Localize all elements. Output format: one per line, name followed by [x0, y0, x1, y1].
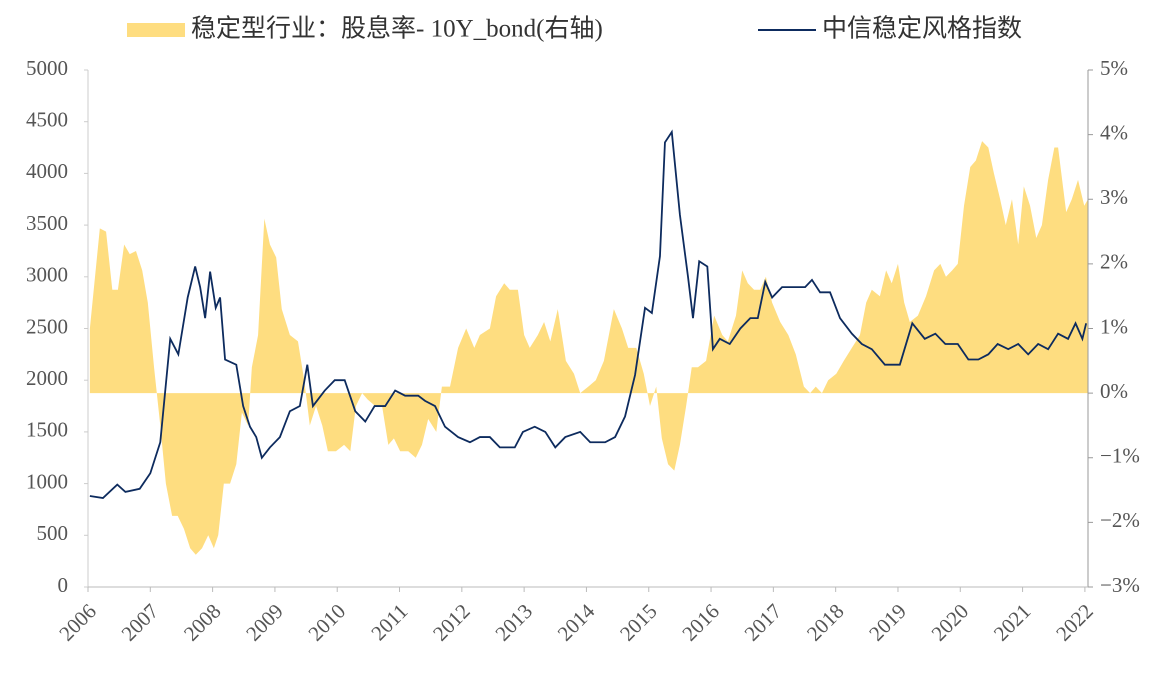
y-tick-label: 3000	[26, 263, 68, 287]
y-tick-label: 5000	[26, 56, 68, 80]
x-tick-label: 2022	[1051, 599, 1098, 646]
y2-tick-label: 2%	[1100, 250, 1128, 274]
y-tick-label: 1500	[26, 418, 68, 442]
x-tick-label: 2015	[615, 599, 662, 646]
x-tick-label: 2016	[677, 599, 724, 646]
y-tick-label: 1000	[26, 469, 68, 493]
legend-swatch	[127, 23, 185, 37]
y-tick-label: 4500	[26, 108, 68, 132]
y-tick-label: 4000	[26, 159, 68, 183]
y2-tick-label: 4%	[1100, 120, 1128, 144]
x-tick-label: 2011	[366, 599, 412, 645]
x-tick-label: 2017	[740, 599, 787, 646]
y2-tick-label: 0%	[1100, 379, 1128, 403]
x-tick-label: 2012	[428, 599, 475, 646]
x-tick-label: 2009	[241, 599, 288, 646]
y2-tick-label: 1%	[1100, 314, 1128, 338]
y2-tick-label: −2%	[1100, 508, 1140, 532]
x-tick-label: 2021	[989, 599, 1036, 646]
y2-tick-label: −1%	[1100, 444, 1140, 468]
x-tick-label: 2010	[303, 599, 350, 646]
x-tick-label: 2006	[54, 599, 101, 646]
x-tick-label: 2018	[802, 599, 849, 646]
x-tick-label: 2013	[490, 599, 537, 646]
x-tick-label: 2019	[864, 599, 911, 646]
y2-tick-label: 3%	[1100, 185, 1128, 209]
area	[89, 141, 1089, 555]
y-tick-label: 2000	[26, 366, 68, 390]
x-tick-label: 2014	[553, 599, 600, 646]
y2-tick-label: −3%	[1100, 573, 1140, 597]
y2-tick-label: 5%	[1100, 56, 1128, 80]
y-tick-label: 3500	[26, 211, 68, 235]
line	[89, 129, 1088, 500]
x-tick-label: 2020	[927, 599, 974, 646]
y-tick-label: 0	[58, 573, 69, 597]
legend-label: 中信稳定风格指数	[822, 15, 1022, 43]
legend-label: 稳定型行业：股息率- 10Y_bond(右轴)	[191, 15, 603, 43]
x-tick-label: 2007	[117, 599, 164, 646]
x-tick-label: 2008	[179, 599, 226, 646]
y-tick-label: 500	[37, 521, 69, 545]
y-tick-label: 2500	[26, 314, 68, 338]
